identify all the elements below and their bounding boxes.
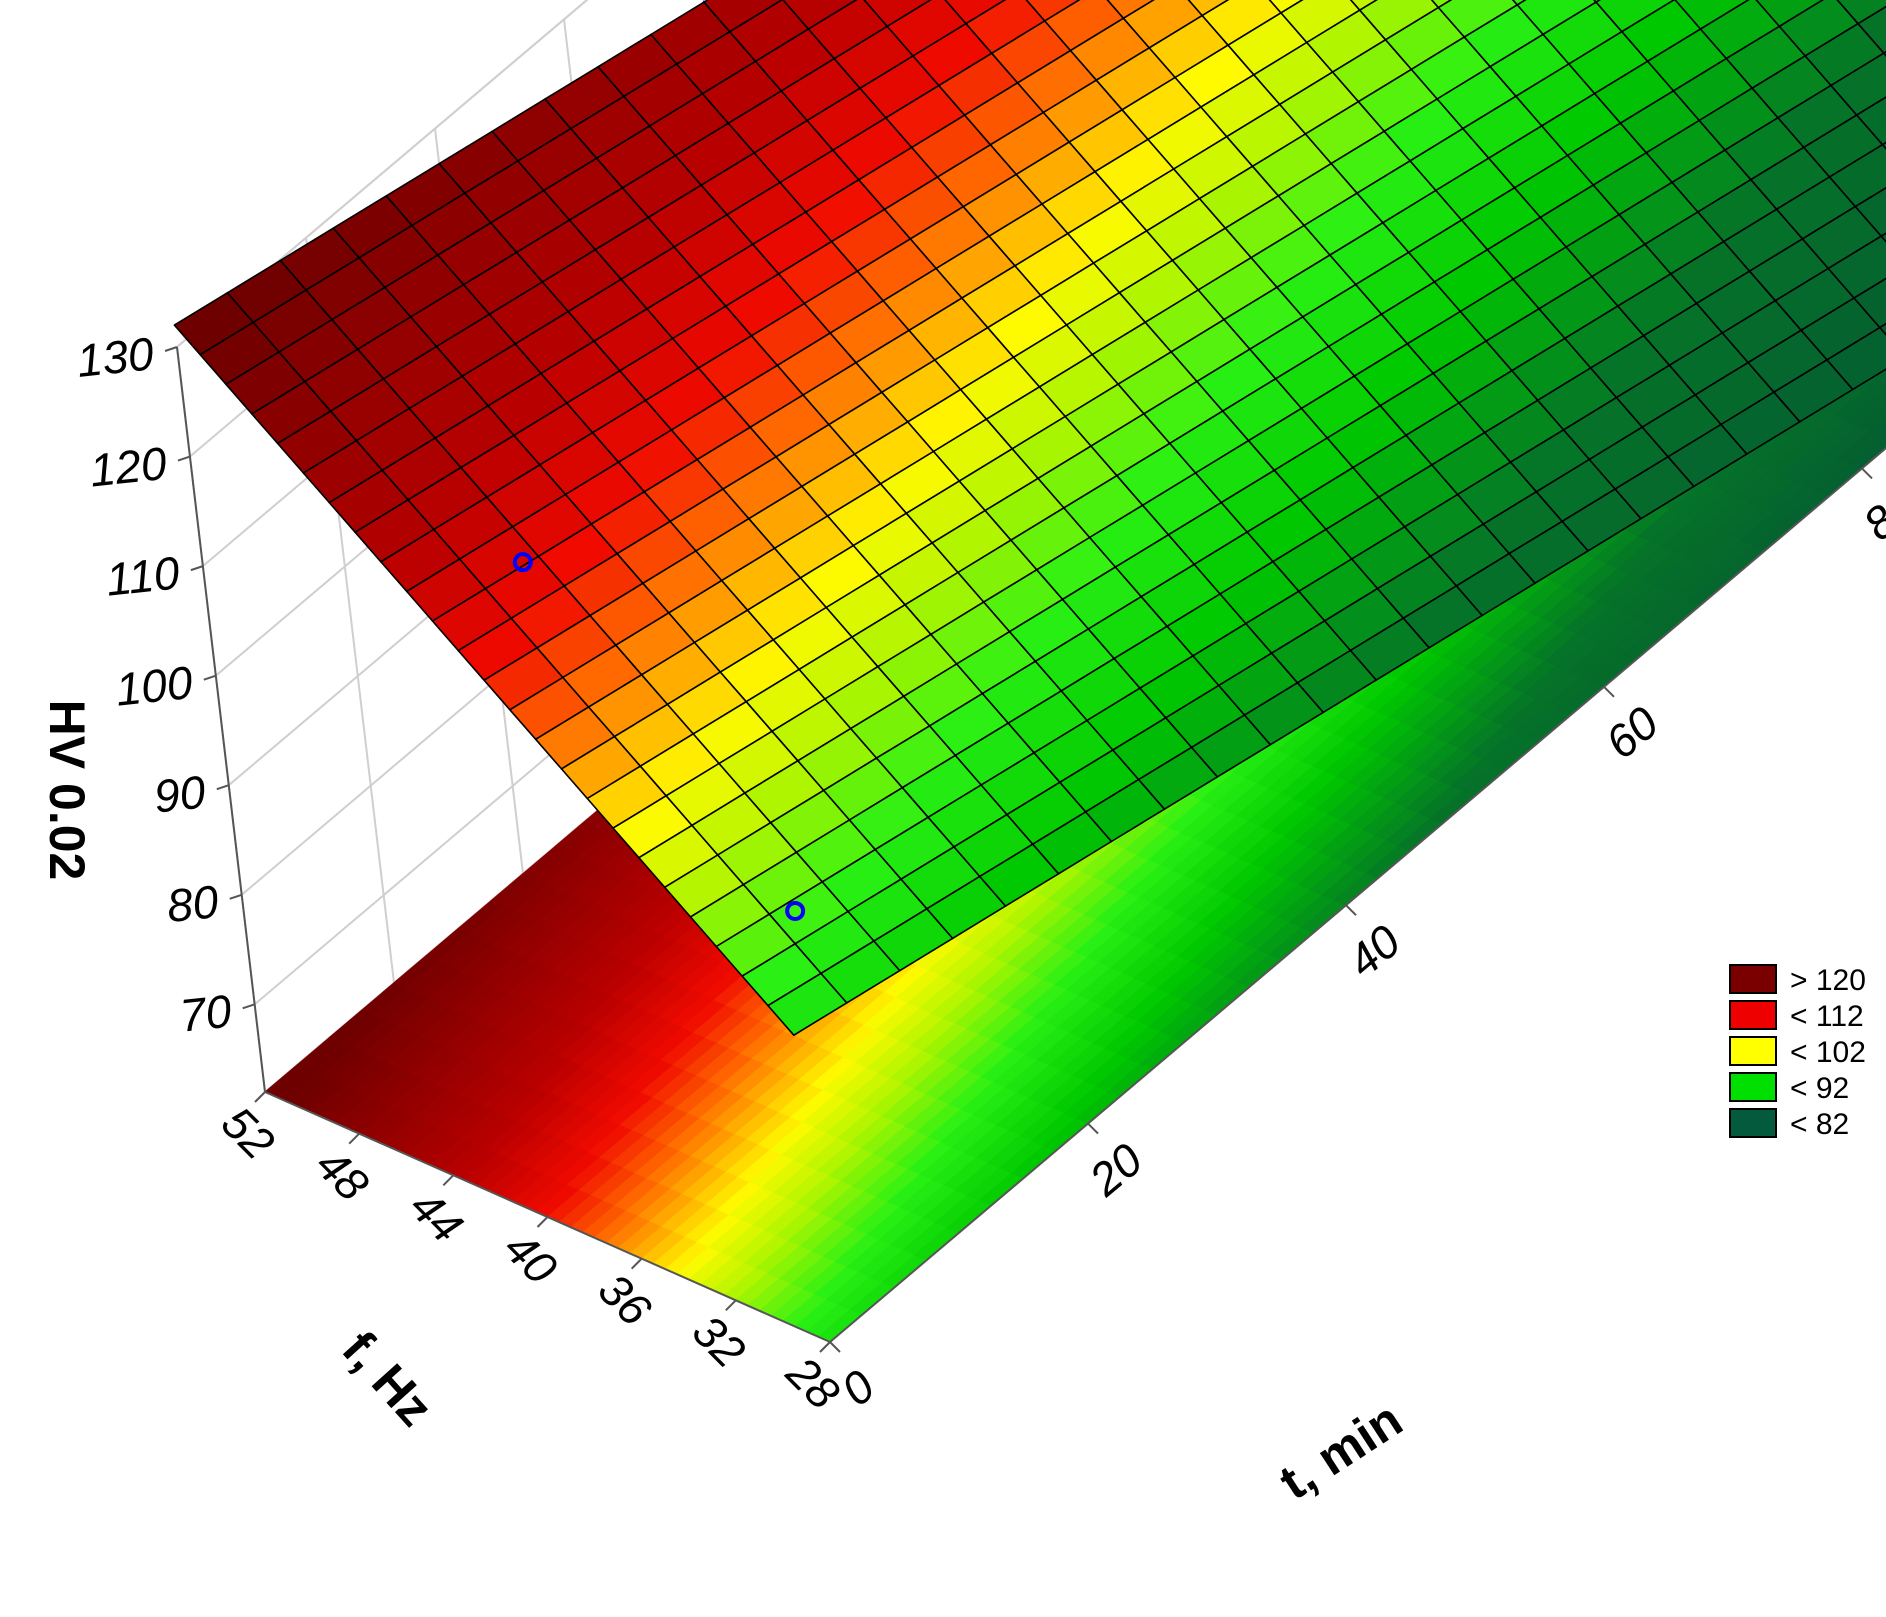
floor-cell [1869, 417, 1886, 437]
t-tick [1087, 1122, 1099, 1135]
legend-swatch [1729, 1108, 1777, 1138]
t-tick [1603, 686, 1615, 698]
axes [164, 346, 1886, 1353]
f-tick-label: 36 [589, 1263, 662, 1336]
legend-label: < 82 [1790, 1108, 1849, 1141]
t-axis-title: t, min [1270, 1391, 1412, 1511]
z-tick-label: 70 [177, 985, 234, 1042]
f-tick [442, 1174, 455, 1187]
floor-cell [1866, 371, 1886, 394]
observed-points [512, 0, 806, 921]
z-tick [242, 1003, 255, 1010]
legend-swatch [1729, 964, 1777, 994]
t-tick-label: 60 [1595, 696, 1668, 769]
legend: > 120< 112< 102< 92< 82 [1729, 964, 1866, 1141]
floor-cell [1878, 386, 1886, 397]
t-tick-label: 20 [1079, 1133, 1153, 1207]
f-tick-label: 48 [306, 1138, 379, 1211]
legend-swatch [1729, 1036, 1777, 1066]
legend-label: < 102 [1790, 1036, 1866, 1069]
legend-swatch [1729, 1000, 1777, 1030]
surface-cell [1430, 0, 1453, 9]
z-tick [190, 565, 204, 572]
f-tick [725, 1299, 737, 1312]
legend-label: > 120 [1790, 964, 1866, 997]
f-tick [348, 1132, 360, 1145]
t-tick [829, 1341, 841, 1353]
z-tick [229, 893, 243, 900]
f-tick [819, 1341, 831, 1353]
t-tick-label: 40 [1337, 914, 1410, 987]
t-tick [1345, 904, 1357, 916]
t-tick-label: 80 [1853, 478, 1886, 551]
legend-label: < 112 [1790, 1000, 1864, 1033]
z-tick-label: 110 [104, 546, 183, 605]
z-tick-label: 100 [113, 656, 195, 716]
f-axis-title: f, Hz [332, 1321, 444, 1437]
z-tick [203, 674, 217, 681]
z-tick-label: 120 [87, 437, 169, 497]
f-tick-label: 40 [494, 1221, 567, 1294]
z-axis-line [176, 346, 266, 1093]
f-tick [630, 1257, 643, 1270]
floor-cell [1849, 435, 1886, 469]
surface-cell [767, 972, 848, 1036]
z-axis-title: HV 0.02 [39, 700, 95, 881]
z-tick [216, 784, 230, 791]
legend-label: < 92 [1790, 1072, 1849, 1105]
f-tick-label: 32 [683, 1305, 756, 1378]
f-tick [254, 1091, 266, 1103]
t-tick [1861, 467, 1873, 480]
floor-cell [1846, 392, 1886, 427]
z-tick-label: 80 [164, 875, 221, 932]
f-tick-label: 52 [212, 1096, 285, 1169]
floor-cell [1857, 401, 1886, 432]
observed-point [512, 552, 533, 573]
z-tick-label: 90 [151, 765, 208, 822]
f-tick [536, 1216, 549, 1228]
observed-point [785, 900, 806, 921]
t-axis-line [829, 446, 1886, 1343]
f-tick-label: 44 [400, 1180, 473, 1253]
z-tick [177, 455, 191, 462]
floor-cell [1881, 432, 1886, 438]
surface-mesh [173, 0, 1886, 1036]
legend-swatch [1729, 1072, 1777, 1102]
z-tick-label: 130 [74, 327, 156, 387]
z-tick [164, 346, 178, 352]
